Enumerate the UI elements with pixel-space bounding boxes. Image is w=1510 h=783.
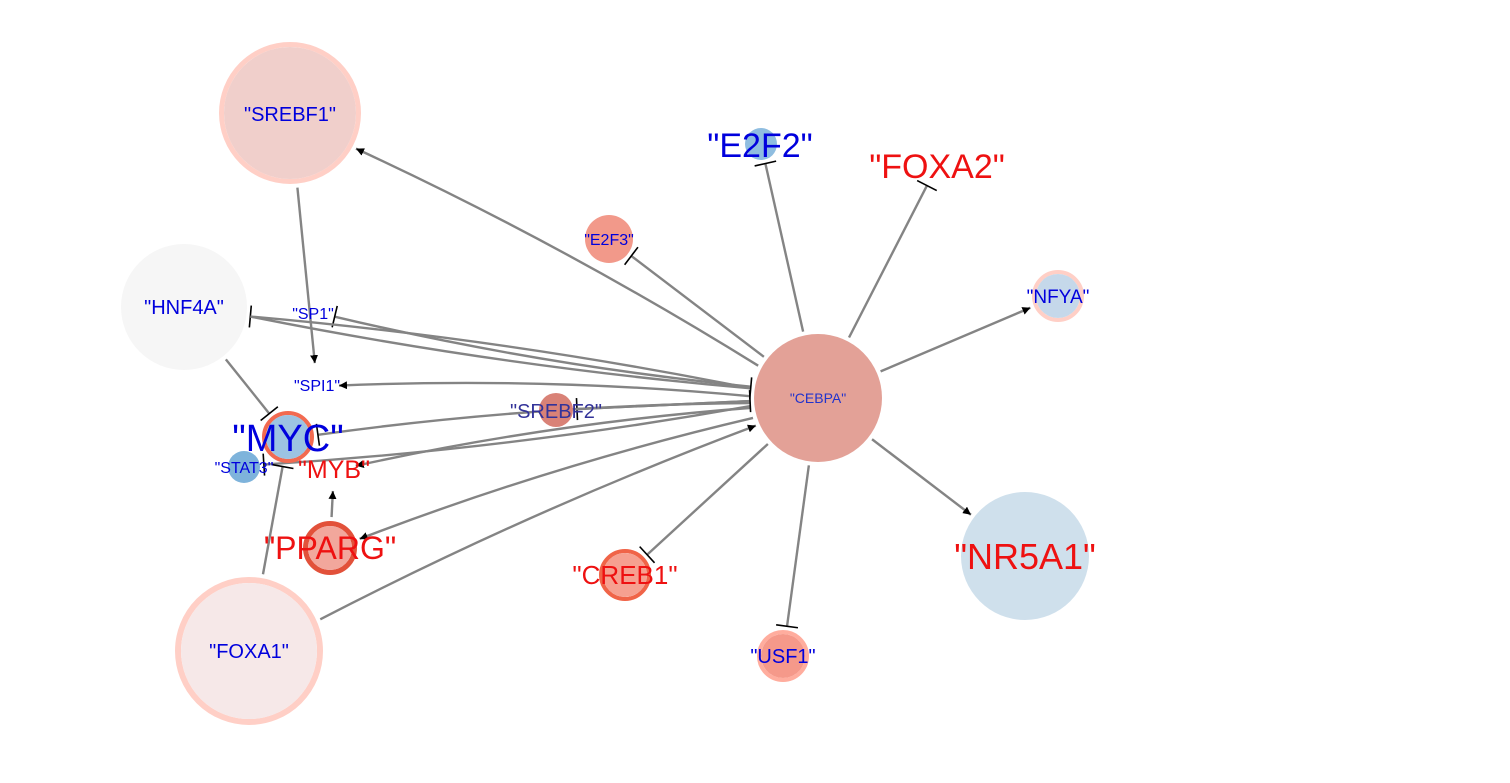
node-myc[interactable] — [266, 415, 310, 459]
node-label-e2f3: "E2F3" — [584, 232, 634, 249]
node-nfya[interactable] — [1036, 274, 1080, 318]
edge-hnf4a-cebpa — [250, 315, 751, 390]
node-label-usf1: "USF1" — [750, 646, 815, 668]
edge-tbar-cebpa-hnf4a — [248, 305, 253, 328]
node-label-foxa1: "FOXA1" — [209, 641, 289, 663]
node-label-srebf2: "SREBF2" — [510, 401, 602, 423]
node-foxa1[interactable] — [181, 583, 317, 719]
edge-tbar-cebpa-creb1 — [639, 546, 656, 564]
node-e2f3[interactable] — [585, 215, 633, 263]
edge-cebpa-e2f2 — [764, 163, 805, 332]
edges-layer — [224, 147, 1031, 629]
node-label-e2f2: "E2F2" — [707, 127, 812, 165]
node-e2f2[interactable] — [745, 128, 777, 160]
edge-tbar-cebpa-usf1 — [776, 624, 799, 629]
edge-cebpa-foxa2 — [847, 185, 929, 339]
node-stat3[interactable] — [228, 451, 260, 483]
edge-pparg-myb — [328, 490, 337, 518]
edge-cebpa-usf1 — [785, 465, 811, 627]
node-label-myb: "MYB" — [298, 456, 370, 484]
edge-tbar-cebpa-e2f2 — [754, 160, 777, 167]
node-creb1[interactable] — [603, 553, 647, 597]
edge-srebf2-cebpa — [576, 399, 751, 411]
edge-cebpa-e2f3 — [630, 254, 765, 358]
node-label-foxa2: "FOXA2" — [869, 148, 1005, 186]
edge-cebpa-hnf4a — [250, 315, 751, 390]
node-ring-creb1 — [599, 549, 651, 601]
node-usf1[interactable] — [761, 634, 805, 678]
node-label-sp1: "SP1" — [292, 306, 334, 323]
node-label-nr5a1: "NR5A1" — [954, 536, 1096, 577]
nodes-layer — [121, 42, 1089, 725]
node-label-cebpa: "CEBPA" — [790, 390, 846, 406]
node-nr5a1[interactable] — [961, 492, 1089, 620]
edge-cebpa-spi1 — [338, 381, 751, 398]
node-ring-nfya — [1032, 270, 1084, 322]
edge-tbar-cebpa-e2f3 — [623, 246, 639, 266]
node-ring-usf1 — [757, 630, 809, 682]
node-label-spi1: "SPI1" — [294, 378, 340, 395]
edge-tbar-hnf4a-cebpa — [748, 377, 753, 400]
edge-cebpa-myb — [355, 406, 751, 469]
node-label-stat3: "STAT3" — [215, 460, 274, 477]
node-srebf2[interactable] — [539, 393, 573, 427]
edge-srebf1-spi1 — [296, 187, 319, 364]
node-ring-myc — [262, 411, 314, 463]
edge-cebpa-srebf1 — [355, 147, 759, 367]
node-label-myc: "MYC" — [232, 418, 343, 460]
node-label-pparg: "PPARG" — [264, 530, 396, 566]
edge-tbar-cebpa-foxa2 — [916, 179, 938, 192]
edge-cebpa-creb1 — [646, 443, 769, 556]
edge-cebpa-sp1 — [334, 315, 752, 388]
labels-layer: "CEBPA" "SREBF1" "HNF4A" "E2F2" "FOXA2" "E2F3… — [144, 104, 1096, 668]
edge-tbar-foxa1-myc — [271, 463, 294, 470]
node-ring-foxa1 — [175, 577, 323, 725]
edge-tbar-cebpa-stat3 — [262, 453, 266, 476]
edge-tbar-hnf4a-myc — [260, 406, 279, 422]
node-label-nfya: "NFYA" — [1027, 287, 1090, 308]
node-hnf4a[interactable] — [121, 244, 247, 370]
node-pparg[interactable] — [308, 526, 352, 570]
edge-cebpa-nfya — [880, 306, 1031, 373]
node-cebpa[interactable] — [754, 334, 882, 462]
edge-tbar-cebpa-myc — [315, 423, 321, 446]
edge-cebpa-stat3 — [263, 404, 751, 466]
edge-foxa1-cebpa — [319, 424, 757, 621]
node-label-creb1: "CREB1" — [572, 560, 677, 590]
node-label-hnf4a: "HNF4A" — [144, 297, 224, 319]
node-ring-pparg — [303, 521, 357, 575]
edge-foxa1-myc — [261, 466, 284, 575]
node-label-srebf1: "SREBF1" — [244, 104, 336, 126]
edge-cebpa-pparg — [359, 416, 754, 541]
node-srebf1[interactable] — [224, 47, 356, 179]
node-ring-srebf1 — [219, 42, 361, 184]
edge-hnf4a-myc — [224, 358, 271, 415]
edge-cebpa-nr5a1 — [871, 438, 972, 516]
